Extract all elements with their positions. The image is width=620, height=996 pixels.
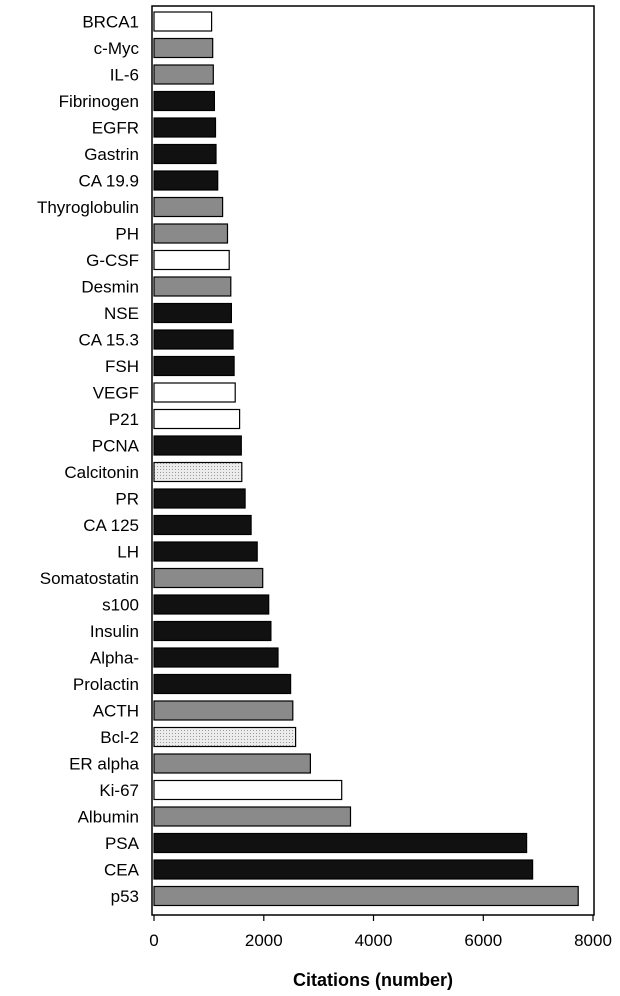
category-label: CA 19.9 bbox=[79, 172, 140, 191]
bar bbox=[153, 64, 214, 85]
bar bbox=[153, 329, 234, 350]
x-tick-label: 0 bbox=[149, 931, 158, 950]
bar bbox=[153, 37, 214, 59]
x-tick-label: 4000 bbox=[355, 931, 393, 950]
bar bbox=[153, 885, 579, 907]
category-label: Thyroglobulin bbox=[37, 198, 139, 217]
category-label: ACTH bbox=[93, 702, 139, 721]
bar bbox=[153, 435, 242, 456]
bar bbox=[153, 461, 243, 483]
category-label: PSA bbox=[105, 834, 140, 853]
category-label: p53 bbox=[111, 887, 139, 906]
bar bbox=[153, 541, 258, 562]
bar bbox=[153, 276, 232, 297]
bar bbox=[153, 806, 352, 827]
bar bbox=[153, 11, 213, 32]
bar bbox=[153, 302, 233, 324]
category-label: c-Myc bbox=[94, 39, 140, 58]
category-label: CA 15.3 bbox=[79, 331, 140, 350]
bar bbox=[153, 143, 217, 165]
category-label: IL-6 bbox=[110, 66, 139, 85]
bar bbox=[153, 170, 219, 191]
category-label: LH bbox=[117, 543, 139, 562]
category-label: PCNA bbox=[92, 437, 140, 456]
category-label: G-CSF bbox=[86, 251, 139, 270]
x-tick-label: 6000 bbox=[464, 931, 502, 950]
bar bbox=[153, 859, 534, 880]
category-labels-group: BRCA1 c-Myc IL-6 Fibrinogen EGFR Gastrin CA 19… bbox=[37, 13, 140, 907]
plot-area-frame bbox=[151, 5, 595, 916]
category-label: NSE bbox=[104, 304, 139, 323]
category-label: CEA bbox=[104, 861, 140, 880]
bars-group bbox=[153, 11, 579, 907]
bar bbox=[153, 726, 297, 748]
bar bbox=[153, 249, 230, 271]
bar bbox=[153, 117, 217, 138]
category-label: VEGF bbox=[93, 384, 139, 403]
category-label: Prolactin bbox=[73, 675, 139, 694]
bar bbox=[153, 647, 279, 668]
x-tick-label: 8000 bbox=[574, 931, 612, 950]
category-label: Desmin bbox=[81, 278, 139, 297]
category-label: Calcitonin bbox=[64, 463, 139, 482]
bar bbox=[153, 620, 272, 642]
bar bbox=[153, 223, 229, 244]
category-label: PR bbox=[115, 490, 139, 509]
category-label: BRCA1 bbox=[82, 13, 139, 32]
category-label: Gastrin bbox=[84, 145, 139, 164]
category-label: PH bbox=[115, 225, 139, 244]
category-label: P21 bbox=[109, 410, 139, 429]
category-label: FSH bbox=[105, 357, 139, 376]
category-label: Fibrinogen bbox=[59, 92, 139, 111]
bar bbox=[153, 567, 264, 589]
bar bbox=[153, 832, 528, 854]
bar bbox=[153, 196, 224, 218]
bar bbox=[153, 594, 270, 615]
bar bbox=[153, 779, 343, 801]
x-tick-label: 2000 bbox=[245, 931, 283, 950]
bar bbox=[153, 355, 235, 377]
category-label: ER alpha bbox=[69, 755, 139, 774]
bar bbox=[153, 673, 292, 695]
category-label: Albumin bbox=[78, 808, 139, 827]
bar bbox=[153, 382, 236, 403]
category-label: CA 125 bbox=[83, 516, 139, 535]
bar bbox=[153, 514, 252, 536]
x-axis: 0 2000 4000 6000 8000 bbox=[149, 915, 612, 950]
bar bbox=[153, 408, 241, 430]
bar bbox=[153, 753, 311, 774]
x-axis-title: Citations (number) bbox=[293, 970, 453, 990]
category-label: s100 bbox=[102, 596, 139, 615]
category-label: EGFR bbox=[92, 119, 139, 138]
category-label: Alpha- bbox=[90, 649, 139, 668]
category-label: Ki-67 bbox=[99, 781, 139, 800]
bar bbox=[153, 700, 294, 721]
category-label: Bcl-2 bbox=[100, 728, 139, 747]
bar bbox=[153, 90, 216, 112]
bar bbox=[153, 488, 246, 509]
category-label: Somatostatin bbox=[40, 569, 139, 588]
category-label: Insulin bbox=[90, 622, 139, 641]
